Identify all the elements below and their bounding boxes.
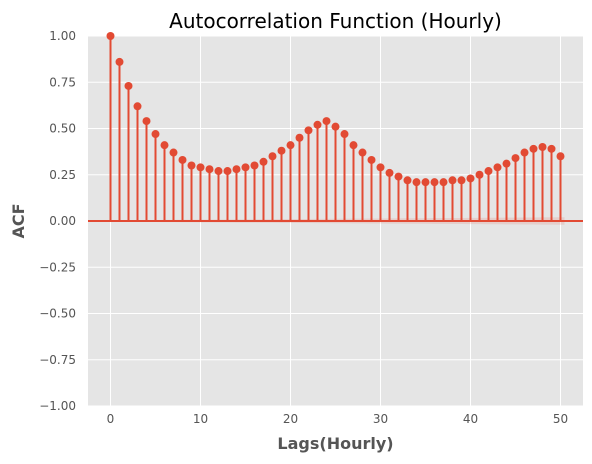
acf-point	[169, 148, 178, 157]
acf-point	[259, 157, 268, 166]
y-tick-label: 0.50	[49, 122, 76, 136]
acf-point	[313, 120, 322, 129]
acf-point	[304, 126, 313, 135]
y-tick-label: −0.50	[39, 307, 76, 321]
acf-point	[385, 168, 394, 177]
y-tick-label: 0.00	[49, 214, 76, 228]
acf-point	[115, 57, 124, 66]
acf-point	[250, 161, 259, 170]
acf-point	[403, 176, 412, 185]
acf-point	[214, 167, 223, 176]
acf-point	[412, 178, 421, 187]
acf-point	[241, 163, 250, 172]
acf-point	[106, 32, 115, 40]
acf-point	[421, 178, 430, 187]
acf-point	[277, 146, 286, 155]
acf-point	[151, 130, 160, 139]
acf-point	[475, 170, 484, 179]
acf-point	[457, 176, 466, 185]
markers	[106, 32, 565, 187]
acf-point	[232, 165, 241, 174]
acf-point	[142, 117, 151, 126]
acf-point	[448, 176, 457, 185]
acf-point	[124, 81, 133, 90]
acf-point	[547, 144, 556, 153]
x-tick-label: 30	[373, 412, 388, 426]
stems	[109, 36, 562, 221]
acf-point	[430, 178, 439, 187]
x-tick-label: 50	[553, 412, 568, 426]
acf-point	[187, 161, 196, 170]
y-tick-label: −0.25	[39, 260, 76, 274]
acf-point	[376, 163, 385, 172]
acf-point	[520, 148, 529, 157]
acf-point	[331, 122, 340, 131]
acf-point	[196, 163, 205, 172]
x-tick-label: 40	[463, 412, 478, 426]
y-tick-label: 0.75	[49, 75, 76, 89]
acf-point	[340, 130, 349, 139]
y-tick-label: 0.25	[49, 168, 76, 182]
acf-point	[268, 152, 277, 161]
acf-point	[223, 167, 232, 176]
acf-point	[439, 178, 448, 187]
acf-point	[367, 155, 376, 164]
acf-point	[529, 144, 538, 153]
y-tick-label: −0.75	[39, 353, 76, 367]
chart-title: Autocorrelation Function (Hourly)	[169, 9, 502, 33]
acf-point	[394, 172, 403, 181]
acf-point	[178, 155, 187, 164]
acf-point	[466, 174, 475, 183]
acf-point	[133, 102, 142, 111]
acf-point	[502, 159, 511, 168]
x-tick-label: 10	[193, 412, 208, 426]
tick-labels: 0 10 20 30 40 50 −1.00 −0.75 −0.50 −0.25 0.00 0.25 0…	[39, 29, 568, 426]
acf-point	[358, 148, 367, 157]
y-axis-label: ACF	[9, 203, 28, 238]
acf-point	[538, 143, 547, 151]
y-tick-label: −1.00	[39, 399, 76, 413]
acf-point	[493, 163, 502, 172]
acf-point	[160, 141, 169, 150]
acf-point	[295, 133, 304, 142]
acf-point	[484, 167, 493, 176]
y-tick-label: 1.00	[49, 29, 76, 43]
acf-point	[322, 117, 331, 126]
acf-point	[556, 152, 565, 161]
x-tick-label: 0	[107, 412, 115, 426]
x-tick-label: 20	[283, 412, 298, 426]
acf-point	[286, 141, 295, 150]
acf-point	[205, 165, 214, 174]
x-axis-label: Lags(Hourly)	[277, 434, 393, 453]
acf-point	[511, 154, 520, 163]
acf-point	[349, 141, 358, 150]
